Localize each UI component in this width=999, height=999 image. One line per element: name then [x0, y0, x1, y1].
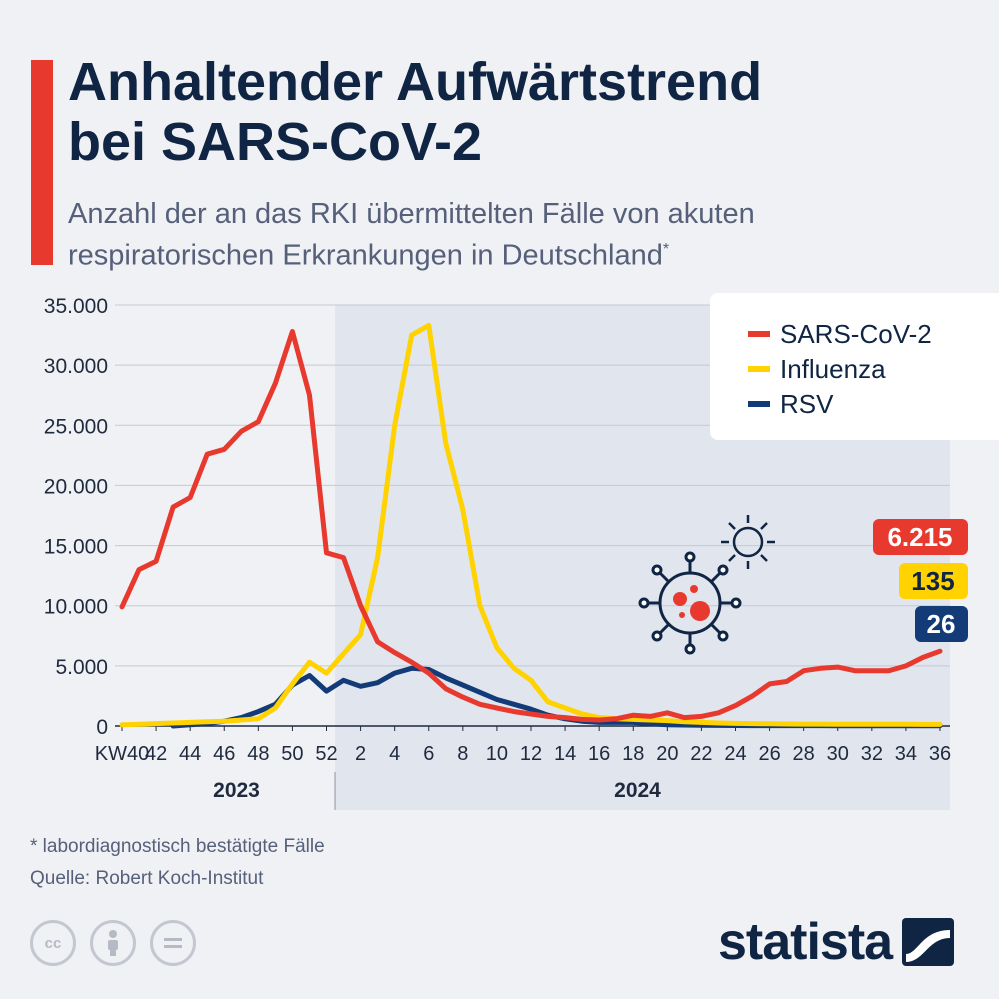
- x-tick-label: 24: [724, 743, 746, 765]
- x-tick-label: 12: [520, 743, 542, 765]
- nd-icon[interactable]: [150, 920, 196, 966]
- title-accent-bar: [31, 60, 53, 265]
- statista-logo-icon: [902, 918, 955, 966]
- x-tick-label: 52: [315, 743, 337, 765]
- x-tick-label: 44: [179, 743, 201, 765]
- year-label-2024: 2024: [614, 779, 661, 802]
- title-line-1: Anhaltender Aufwärtstrend: [68, 52, 763, 112]
- y-tick-label: 15.000: [44, 536, 108, 559]
- x-tick-label: 48: [247, 743, 269, 765]
- x-tick-label: 6: [423, 743, 434, 765]
- y-tick-label: 25.000: [44, 415, 108, 438]
- y-tick-label: 0: [96, 716, 108, 739]
- x-tick-label: 8: [457, 743, 468, 765]
- x-tick-label: 20: [656, 743, 678, 765]
- y-tick-label: 20.000: [44, 475, 108, 498]
- legend-label-sars-cov-2: SARS-CoV-2: [780, 319, 932, 349]
- legend-label-rsv: RSV: [780, 389, 834, 419]
- x-tick-label: 46: [213, 743, 235, 765]
- statista-brand[interactable]: statista: [718, 912, 955, 972]
- title-line-2: bei SARS-CoV-2: [68, 112, 483, 172]
- y-tick-label: 35.000: [44, 295, 108, 318]
- x-tick-label: 10: [486, 743, 508, 765]
- x-tick-label: 36: [929, 743, 951, 765]
- y-tick-label: 5.000: [55, 656, 108, 679]
- legend: SARS-CoV-2 Influenza RSV: [710, 293, 999, 440]
- sun-icon: [721, 515, 775, 569]
- x-tick-label: 28: [793, 743, 815, 765]
- subtitle-line-2-text: respiratorischen Erkrankungen in Deutsch…: [68, 239, 663, 272]
- x-tick-label: 16: [588, 743, 610, 765]
- series-line-influenza: [119, 322, 943, 728]
- source: Quelle: Robert Koch-Institut: [30, 868, 264, 889]
- x-tick-label: 26: [758, 743, 780, 765]
- end-label-rsv-text: 26: [927, 609, 956, 639]
- x-tick-label: 34: [895, 743, 917, 765]
- virus-icon: [638, 551, 742, 655]
- x-tick-label: 2: [355, 743, 366, 765]
- x-tick-label: 50: [281, 743, 303, 765]
- x-tick-label: KW40: [95, 743, 149, 765]
- subtitle-footnote-mark: *: [662, 241, 670, 258]
- series-lines: [119, 322, 943, 729]
- svg-text:cc: cc: [45, 935, 62, 952]
- subtitle-line-1: Anzahl der an das RKI übermittelten Fäll…: [68, 198, 755, 230]
- y-tick-label: 10.000: [44, 596, 108, 619]
- end-label-sars-cov-2-text: 6.215: [887, 522, 952, 552]
- x-tick-label: 14: [554, 743, 576, 765]
- y-tick-label: 30.000: [44, 355, 108, 378]
- series-line-sars-cov-2: [119, 329, 943, 723]
- cc-icon[interactable]: cc: [30, 920, 76, 966]
- x-tick-label: 18: [622, 743, 644, 765]
- subtitle-line-2: respiratorischen Erkrankungen in Deutsch…: [68, 232, 968, 274]
- x-tick-label: 22: [690, 743, 712, 765]
- brand-name: statista: [718, 913, 893, 971]
- x-tick-label: 32: [861, 743, 883, 765]
- end-label-influenza-text: 135: [911, 566, 954, 596]
- page-title: Anhaltender Aufwärtstrend bei SARS-CoV-2: [68, 52, 968, 172]
- x-tick-label: 42: [145, 743, 167, 765]
- page-subtitle: Anzahl der an das RKI übermittelten Fäll…: [68, 196, 968, 274]
- footnote: * labordiagnostisch bestätigte Fälle: [30, 836, 325, 857]
- end-label-rsv: 26: [915, 606, 968, 642]
- legend-label-influenza: Influenza: [780, 354, 886, 384]
- y-axis-tick-labels: 0 5.000 10.000 15.000 20.000 25.000 30.000 35.0…: [44, 295, 108, 739]
- x-tick-label: 30: [827, 743, 849, 765]
- line-chart: 0 5.000 10.000 15.000 20.000 25.000 30.000 35.0…: [44, 293, 999, 810]
- year-label-2023: 2023: [213, 779, 260, 802]
- end-label-sars-cov-2: 6.215: [873, 519, 968, 555]
- end-label-influenza: 135: [899, 563, 968, 599]
- by-icon[interactable]: [90, 920, 136, 966]
- license-icons: cc: [30, 920, 196, 966]
- x-tick-label: 4: [389, 743, 400, 765]
